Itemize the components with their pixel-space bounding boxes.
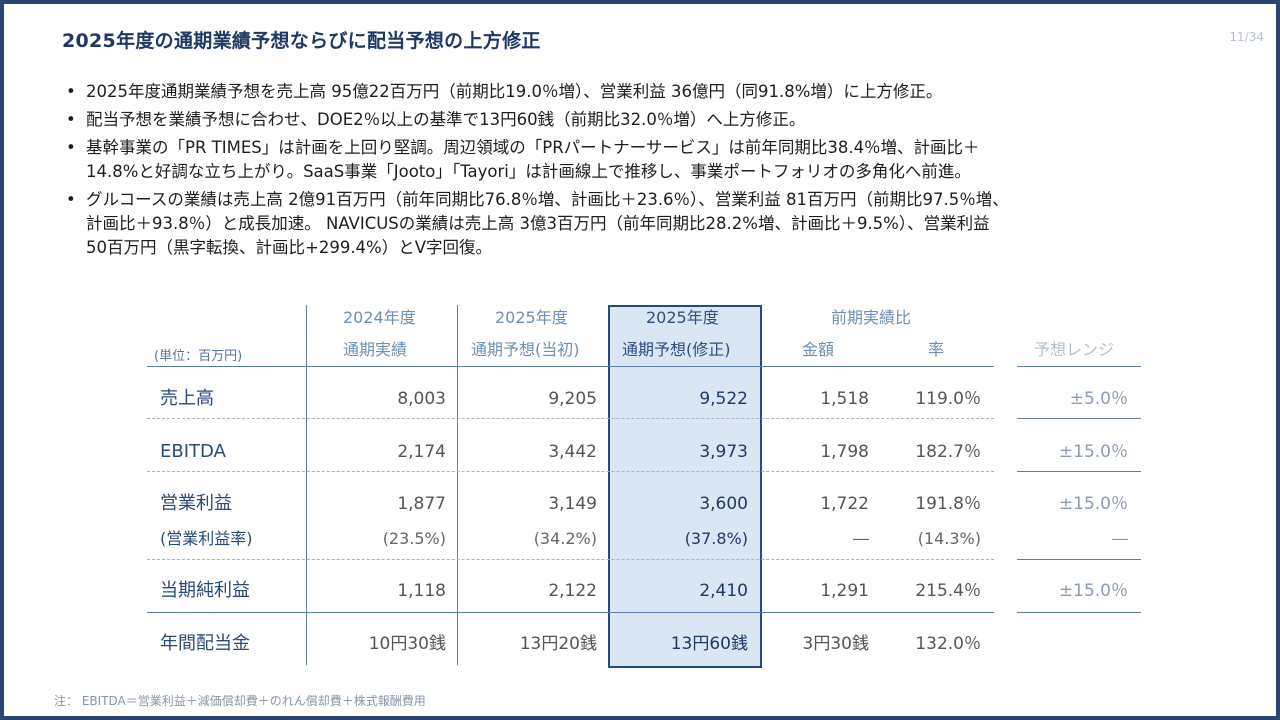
- row-label-sales: 売上高: [160, 388, 214, 409]
- row-label-operating-profit: 営業利益: [160, 493, 232, 514]
- cell-net-initial: 2,122: [548, 581, 597, 601]
- cell-sales-fy2024: 8,003: [397, 389, 446, 409]
- cell-net-amount: 1,291: [820, 581, 869, 601]
- cell-dividend-rate: 132.0％: [915, 634, 981, 654]
- cell-op-initial: 3,149: [548, 494, 597, 514]
- bullet-line: 計画比＋93.8％）と成長加速。 NAVICUSの業績は売上高 3億3百万円（前…: [86, 214, 990, 233]
- row-label-dividend: 年間配当金: [160, 633, 250, 654]
- bullet-line: グルコースの業績は売上高 2億91百万円（前年同期比76.8％増、計画比＋23.…: [86, 190, 1009, 209]
- bullet-list: 2025年度通期業績予想を売上高 95億22百万円（前期比19.0％増）、営業利…: [62, 80, 1222, 264]
- unit-label: (単位：百万円): [154, 349, 243, 364]
- cell-net-revised: 2,410: [699, 581, 748, 601]
- header-fy2024-line1: 2024年度: [343, 308, 416, 327]
- header-fy2025-revised-line2: 通期予想(修正): [622, 340, 731, 359]
- cell-sales-range: ±5.0％: [1069, 389, 1128, 409]
- bullet-item: グルコースの業績は売上高 2億91百万円（前年同期比76.8％増、計画比＋23.…: [62, 188, 1222, 260]
- cell-op-range: ±15.0％: [1058, 494, 1128, 514]
- cell-dividend-amount: 3円30銭: [802, 634, 869, 654]
- bullet-line: 2025年度通期業績予想を売上高 95億22百万円（前期比19.0％増）、営業利…: [86, 82, 943, 101]
- row-divider: [147, 418, 994, 419]
- bullet-item: 配当予想を業績予想に合わせ、DOE2％以上の基準で13円60銭（前期比32.0％…: [62, 108, 1222, 132]
- cell-op-revised: 3,600: [699, 494, 748, 514]
- cell-op-fy2024: 1,877: [397, 494, 446, 514]
- row-divider: [147, 612, 994, 613]
- cell-sales-initial: 9,205: [548, 389, 597, 409]
- header-rule: [1017, 366, 1141, 367]
- cell-ebitda-fy2024: 2,174: [397, 442, 446, 462]
- row-divider: [147, 471, 994, 472]
- header-fy2025-initial-line1: 2025年度: [495, 308, 568, 327]
- cell-net-range: ±15.0％: [1058, 581, 1128, 601]
- header-range: 予想レンジ: [1034, 340, 1115, 359]
- cell-op-amount: 1,722: [820, 494, 869, 514]
- row-divider: [1017, 418, 1141, 419]
- header-rule: [147, 366, 994, 367]
- row-divider: [1017, 612, 1141, 613]
- row-label-net-income: 当期純利益: [160, 580, 250, 601]
- cell-op-rate: 191.8％: [915, 494, 981, 514]
- bullet-item: 2025年度通期業績予想を売上高 95億22百万円（前期比19.0％増）、営業利…: [62, 80, 1222, 104]
- cell-ebitda-initial: 3,442: [548, 442, 597, 462]
- cell-margin-initial: (34.2%): [533, 529, 597, 548]
- header-fy2025-revised-line1: 2025年度: [646, 308, 719, 327]
- cell-sales-rate: 119.0％: [915, 389, 981, 409]
- cell-sales-amount: 1,518: [820, 389, 869, 409]
- cell-margin-rate: (14.3%): [917, 529, 981, 548]
- cell-dividend-fy2024: 10円30銭: [368, 634, 446, 654]
- revised-forecast-highlight: [608, 305, 762, 668]
- cell-ebitda-range: ±15.0％: [1058, 442, 1128, 462]
- cell-sales-revised: 9,522: [699, 389, 748, 409]
- cell-margin-range: ―: [1112, 529, 1128, 548]
- column-divider: [457, 305, 458, 665]
- footnote: 注： EBITDA＝営業利益＋減価償却費＋のれん償却費＋株式報酬費用: [54, 694, 426, 708]
- bullet-line: 14.8%と好調な立ち上がり。SaaS事業「Jooto」「Tayori」は計画線…: [86, 162, 971, 181]
- bullet-line: 基幹事業の「PR TIMES」は計画を上回り堅調。周辺領域の「PRパートナーサー…: [86, 138, 980, 157]
- row-divider: [1017, 559, 1141, 560]
- cell-net-fy2024: 1,118: [397, 581, 446, 601]
- cell-ebitda-revised: 3,973: [699, 442, 748, 462]
- bullet-line: 50百万円（黒字転換、計画比+299.4%）とV字回復。: [86, 238, 493, 257]
- cell-margin-revised: (37.8%): [684, 529, 748, 548]
- header-yoy-amount: 金額: [802, 340, 835, 359]
- cell-ebitda-amount: 1,798: [820, 442, 869, 462]
- header-yoy-group: 前期実績比: [831, 308, 912, 327]
- row-label-operating-margin: (営業利益率): [160, 529, 253, 548]
- cell-ebitda-rate: 182.7％: [915, 442, 981, 462]
- cell-margin-fy2024: (23.5%): [382, 529, 446, 548]
- page-number: 11/34: [1229, 30, 1264, 44]
- row-divider: [147, 559, 994, 560]
- page-title: 2025年度の通期業績予想ならびに配当予想の上方修正: [62, 30, 541, 52]
- header-fy2025-initial-line2: 通期予想(当初): [471, 340, 580, 359]
- header-yoy-rate: 率: [928, 340, 945, 359]
- bullet-item: 基幹事業の「PR TIMES」は計画を上回り堅調。周辺領域の「PRパートナーサー…: [62, 136, 1222, 184]
- row-divider: [1017, 471, 1141, 472]
- cell-dividend-initial: 13円20銭: [519, 634, 597, 654]
- header-fy2024-line2: 通期実績: [343, 340, 408, 359]
- column-divider: [306, 305, 307, 665]
- cell-margin-amount: ―: [853, 529, 869, 548]
- bullet-line: 配当予想を業績予想に合わせ、DOE2％以上の基準で13円60銭（前期比32.0％…: [86, 110, 806, 129]
- row-label-ebitda: EBITDA: [160, 441, 226, 462]
- cell-net-rate: 215.4％: [915, 581, 981, 601]
- cell-dividend-revised: 13円60銭: [670, 634, 748, 654]
